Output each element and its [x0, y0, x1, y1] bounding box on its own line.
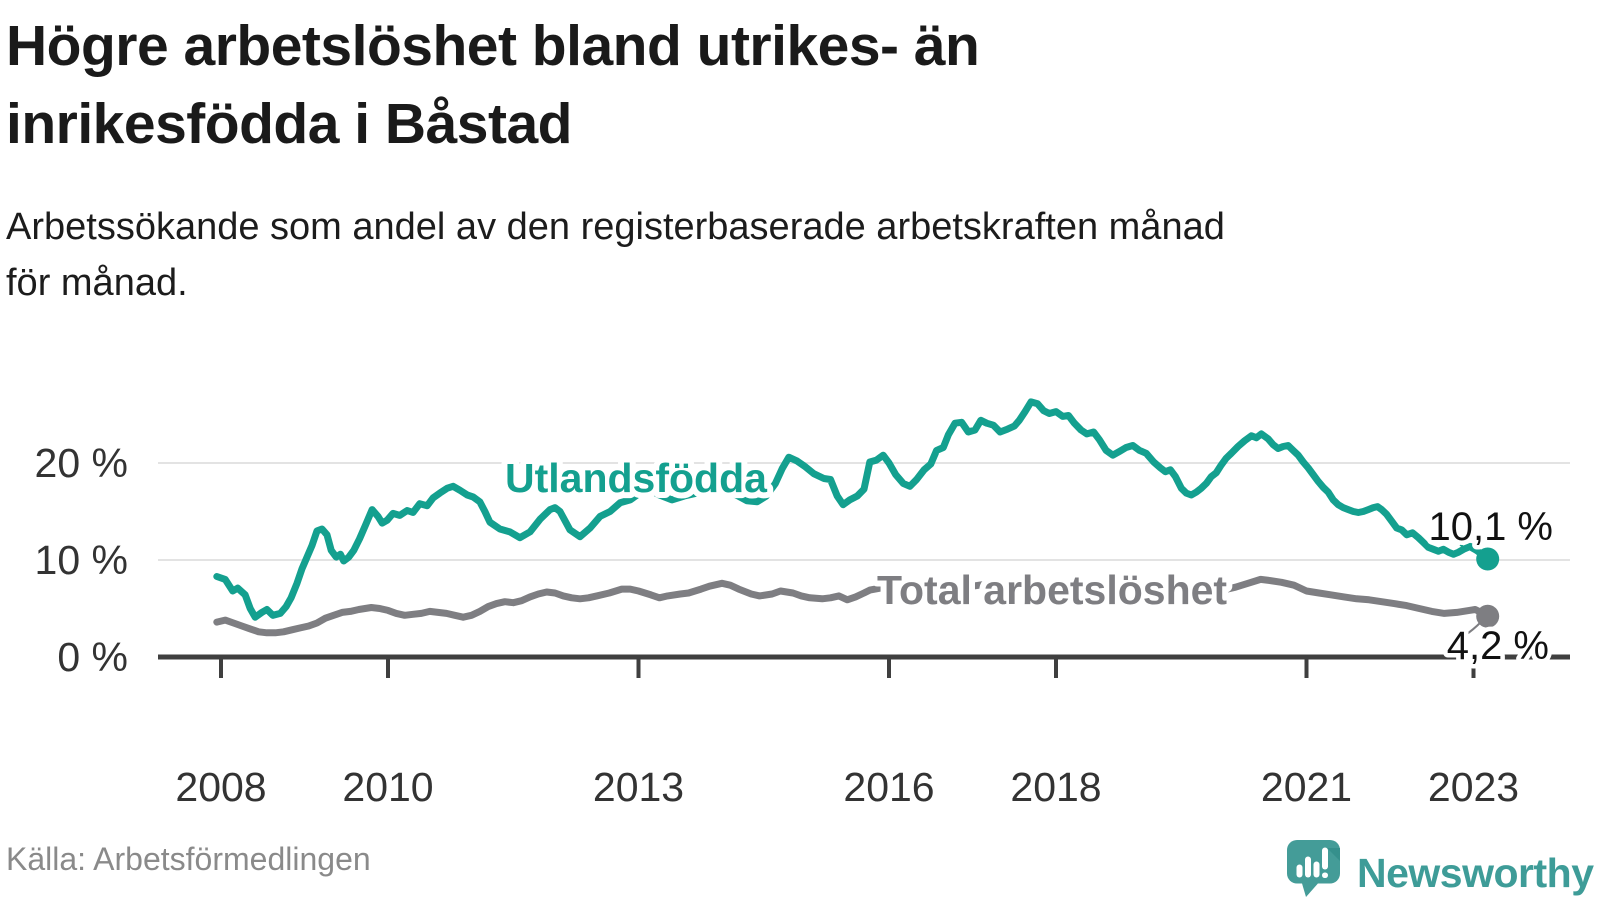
subtitle-line-1: Arbetssökande som andel av den registerb…: [6, 206, 1225, 248]
brand-name: Newsworthy: [1357, 850, 1594, 896]
page-title: Högre arbetslöshet bland utrikes- än inr…: [6, 8, 1406, 163]
x-tick-label-2008: 2008: [175, 764, 266, 810]
end-value-label-utlandsfodda: 10,1 %: [1428, 505, 1553, 549]
newsworthy-logo-icon: [1287, 840, 1340, 897]
end-dot-utlandsfodda: [1476, 547, 1500, 571]
title-line-1: Högre arbetslöshet bland utrikes- än: [6, 14, 980, 78]
series-label-utlandsfodda: Utlandsfödda: [505, 455, 768, 501]
y-tick-label-20: 20 %: [35, 440, 128, 486]
x-tick-label-2010: 2010: [342, 764, 433, 810]
end-value-label-total: 4,2 %: [1447, 624, 1549, 668]
x-tick-label-2018: 2018: [1010, 764, 1101, 810]
end-dot-total: [1476, 604, 1500, 628]
series-line-utlandsfodda: [213, 398, 1492, 621]
logo-exclamation-bar: [1322, 847, 1328, 870]
x-tick-label-2021: 2021: [1261, 764, 1352, 810]
logo-bubble: [1287, 840, 1340, 884]
x-tick-label-2013: 2013: [593, 764, 684, 810]
series-line-total: [213, 575, 1492, 637]
x-tick-label-2016: 2016: [843, 764, 934, 810]
title-line-2: inrikesfödda i Båstad: [6, 91, 573, 156]
y-tick-label-0: 0 %: [57, 634, 128, 680]
subtitle-line-2: för månad.: [6, 261, 188, 304]
x-tick-label-2023: 2023: [1428, 764, 1519, 810]
logo-shade: [1327, 848, 1340, 861]
logo-bar-3: [1313, 861, 1320, 878]
logo-bar-2: [1305, 856, 1311, 878]
logo-bubble-tail: [1301, 880, 1321, 897]
logo-exclamation-dot: [1322, 872, 1328, 878]
logo-bar-1: [1296, 864, 1303, 878]
y-tick-label-10: 10 %: [35, 537, 128, 583]
source-credit: Källa: Arbetsförmedlingen: [6, 841, 371, 877]
series-label-total: Total arbetslöshet: [877, 567, 1227, 613]
chart-subtitle: Arbetssökande som andel av den registerb…: [6, 200, 1566, 312]
